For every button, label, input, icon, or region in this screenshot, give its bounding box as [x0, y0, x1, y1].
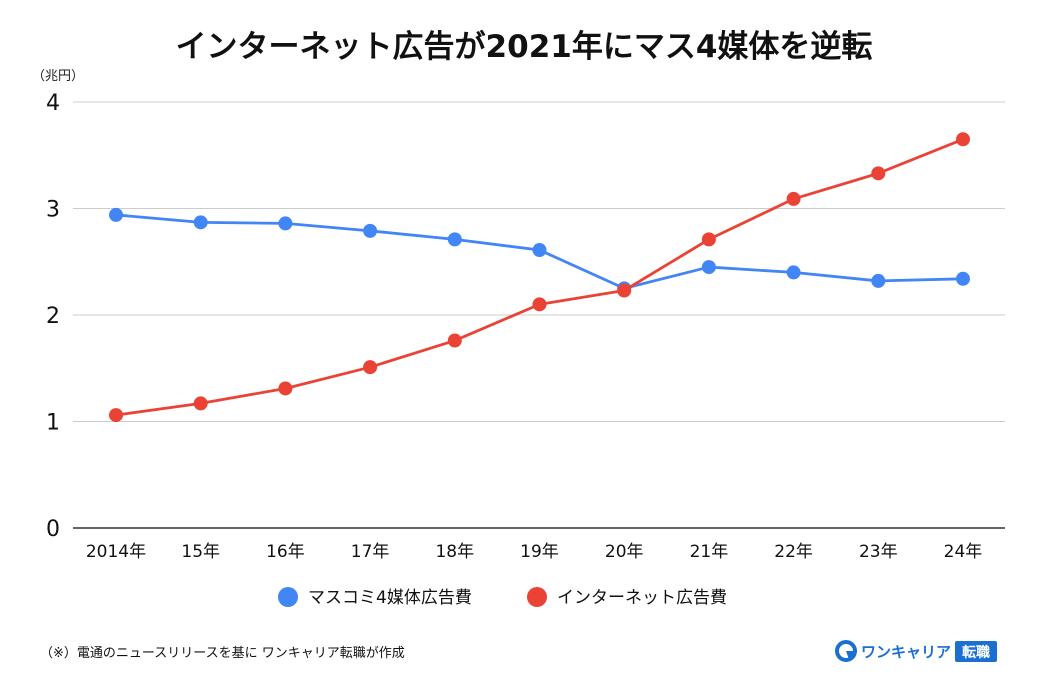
x-tick-label: 18年 — [435, 542, 474, 562]
legend: マスコミ4媒体広告費 インターネット広告費 — [278, 587, 727, 608]
x-tick-label: 17年 — [351, 542, 390, 562]
x-axis-ticks: 2014年 15年 16年 17年 18年 19年 20年 21年 22年 23年 24年 — [86, 542, 982, 562]
x-tick-label: 15年 — [181, 542, 220, 562]
x-tick-label: 19年 — [520, 542, 559, 562]
legend-label: インターネット広告費 — [557, 588, 727, 608]
x-tick-label: 16年 — [266, 542, 305, 562]
data-point — [363, 360, 378, 375]
x-tick-label: 21年 — [690, 542, 729, 562]
x-tick-label: 23年 — [859, 542, 898, 562]
legend-marker — [278, 587, 298, 607]
y-tick-label: 3 — [46, 198, 60, 223]
x-tick-label: 20年 — [605, 542, 644, 562]
data-point — [447, 232, 462, 247]
data-point — [109, 207, 123, 222]
brand-name: ワンキャリア — [861, 643, 951, 661]
y-tick-label: 0 — [46, 517, 60, 542]
data-point — [871, 166, 886, 181]
data-point — [363, 223, 378, 238]
y-tick-label: 2 — [46, 304, 60, 329]
y-axis-unit-label: （兆円） — [32, 69, 84, 84]
data-point — [786, 265, 801, 280]
legend-marker — [527, 587, 547, 607]
data-point — [532, 243, 547, 258]
data-point — [109, 408, 123, 423]
data-point — [193, 215, 208, 230]
y-tick-label: 1 — [46, 411, 60, 436]
brand-logo: ワンキャリア 転職 — [835, 640, 997, 662]
legend-label: マスコミ4媒体広告費 — [308, 588, 472, 608]
data-point — [278, 381, 293, 396]
data-point — [532, 297, 547, 312]
data-point — [193, 396, 208, 411]
x-tick-label: 22年 — [774, 542, 813, 562]
gridlines — [73, 101, 1005, 529]
brand-badge — [955, 641, 997, 662]
data-point — [701, 260, 716, 275]
data-point — [956, 271, 970, 286]
data-point — [786, 191, 801, 206]
x-tick-label: 24年 — [944, 542, 983, 562]
series-layer — [109, 132, 970, 423]
y-axis-ticks: 0 1 2 3 4 — [46, 91, 60, 542]
onecareer-logo-icon — [835, 640, 857, 662]
source-footnote: （※）電通のニュースリリースを基に ワンキャリア転職が作成 — [40, 646, 405, 661]
data-point — [956, 132, 970, 147]
data-point — [278, 216, 293, 231]
brand-badge-text: 転職 — [962, 644, 990, 661]
data-point — [617, 283, 632, 298]
chart-title: インターネット広告が2021年にマス4媒体を逆転 — [176, 29, 873, 65]
data-point — [701, 232, 716, 247]
data-point — [447, 333, 462, 348]
data-point — [871, 273, 886, 288]
y-tick-label: 4 — [46, 91, 60, 116]
x-tick-label: 2014年 — [86, 542, 146, 562]
